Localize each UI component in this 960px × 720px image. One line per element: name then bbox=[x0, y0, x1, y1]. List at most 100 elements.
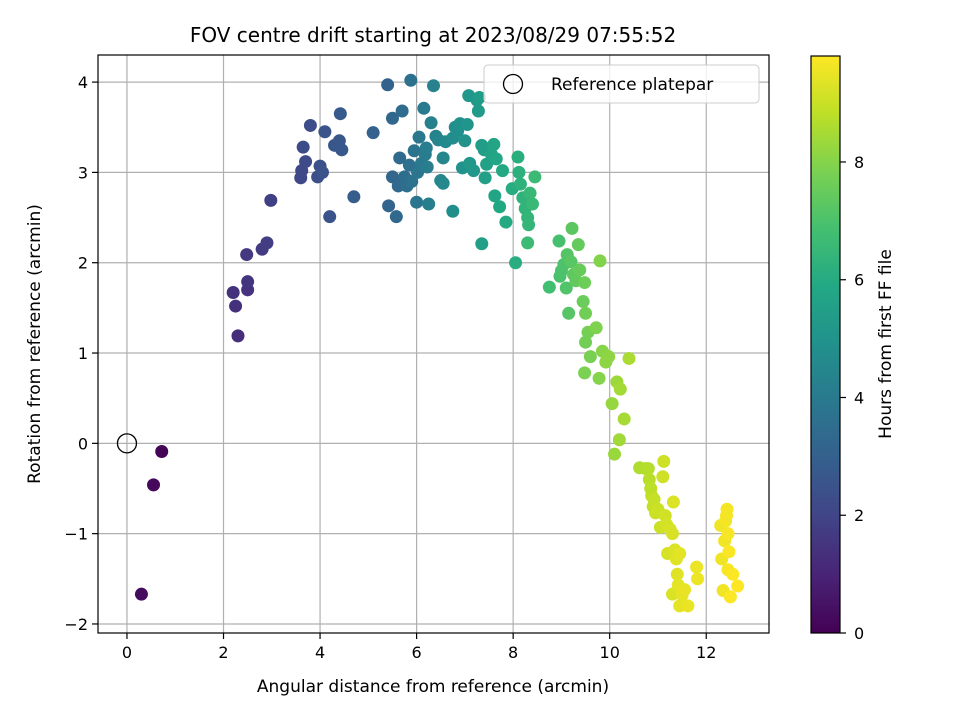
scatter-point bbox=[579, 335, 593, 349]
colorbar-tick-label: 8 bbox=[854, 153, 864, 172]
scatter-point bbox=[315, 165, 329, 179]
scatter-point bbox=[722, 545, 736, 559]
scatter-point bbox=[226, 286, 240, 300]
scatter-point bbox=[389, 210, 403, 224]
scatter-point bbox=[622, 351, 636, 365]
scatter-point bbox=[665, 527, 679, 541]
scatter-point bbox=[720, 502, 734, 516]
y-axis-label: Rotation from reference (arcmin) bbox=[25, 204, 45, 484]
x-axis-ticks: 0 2 4 6 8 10 12 bbox=[122, 633, 716, 662]
scatter-point bbox=[592, 371, 606, 385]
y-tick-label: 3 bbox=[78, 163, 88, 182]
scatter-point bbox=[410, 195, 424, 209]
scatter-point bbox=[559, 281, 573, 295]
scatter-point bbox=[395, 104, 409, 118]
scatter-point bbox=[731, 579, 745, 593]
legend: Reference platepar bbox=[483, 64, 760, 104]
scatter-point bbox=[509, 256, 523, 270]
x-tick-label: 10 bbox=[600, 643, 620, 662]
scatter-point bbox=[589, 321, 603, 335]
scatter-point bbox=[424, 116, 438, 130]
scatter-point bbox=[335, 143, 349, 157]
scatter-point bbox=[436, 151, 450, 165]
scatter-point bbox=[458, 134, 472, 148]
legend-entry-reference: Reference platepar bbox=[551, 75, 713, 95]
scatter-point bbox=[240, 248, 254, 262]
x-tick-label: 12 bbox=[696, 643, 716, 662]
scatter-point bbox=[412, 130, 426, 144]
colorbar-tick-label: 0 bbox=[854, 624, 864, 643]
scatter-point bbox=[521, 236, 535, 250]
scatter-point bbox=[417, 101, 431, 115]
scatter-point bbox=[613, 382, 627, 396]
y-tick-label: 0 bbox=[78, 434, 88, 453]
scatter-point bbox=[231, 329, 245, 343]
plot-frame bbox=[97, 54, 770, 634]
colorbar-label: Hours from first FF file bbox=[876, 249, 896, 439]
scatter-point bbox=[656, 470, 670, 484]
scatter-point bbox=[542, 280, 556, 294]
scatter-point bbox=[605, 397, 619, 411]
scatter-point bbox=[493, 200, 507, 214]
legend-box bbox=[483, 64, 760, 104]
scatter-point bbox=[511, 150, 525, 164]
scatter-point bbox=[522, 218, 536, 232]
scatter-point bbox=[382, 199, 396, 213]
scatter-point bbox=[381, 78, 395, 92]
y-tick-label: 1 bbox=[78, 344, 88, 363]
scatter-point bbox=[562, 306, 576, 320]
scatter-point bbox=[366, 126, 380, 140]
scatter-point bbox=[657, 454, 671, 468]
scatter-point bbox=[260, 236, 274, 250]
scatter-point bbox=[552, 234, 566, 248]
scatter-point bbox=[475, 237, 489, 251]
scatter-point bbox=[678, 583, 692, 597]
scatter-point bbox=[472, 90, 486, 104]
scatter-point bbox=[155, 444, 169, 458]
x-axis-label: Angular distance from reference (arcmin) bbox=[257, 677, 609, 697]
y-tick-label: −2 bbox=[64, 615, 88, 634]
colorbar-tick-label: 2 bbox=[854, 506, 864, 525]
scatter-point bbox=[593, 254, 607, 268]
scatter-point bbox=[347, 190, 361, 204]
scatter-point bbox=[564, 255, 578, 269]
scatter-point bbox=[480, 157, 494, 171]
colorbar: 0 2 4 6 8 Hours from first FF file bbox=[810, 55, 896, 643]
scatter-point bbox=[723, 590, 737, 604]
scatter-point bbox=[296, 140, 310, 154]
legend-reference-marker bbox=[502, 73, 524, 95]
scatter-point bbox=[583, 350, 597, 364]
scatter-point bbox=[523, 186, 537, 200]
chart-title: FOV centre drift starting at 2023/08/29 … bbox=[190, 23, 676, 47]
scatter-point bbox=[460, 118, 474, 132]
scatter-point bbox=[323, 210, 337, 224]
scatter-point bbox=[333, 107, 347, 121]
scatter-points bbox=[134, 73, 745, 613]
scatter-point bbox=[578, 276, 592, 290]
scatter-point bbox=[499, 215, 513, 229]
scatter-point bbox=[264, 193, 278, 207]
scatter-point bbox=[478, 171, 492, 185]
scatter-point bbox=[602, 350, 616, 364]
scatter-point bbox=[690, 560, 704, 574]
scatter-point bbox=[393, 151, 407, 165]
scatter-point bbox=[721, 527, 735, 541]
scatter-point bbox=[436, 176, 450, 190]
scatter-point bbox=[487, 137, 501, 151]
scatter-point bbox=[303, 118, 317, 132]
scatter-point bbox=[525, 197, 539, 211]
scatter-point bbox=[385, 111, 399, 125]
scatter-point bbox=[691, 572, 705, 586]
colorbar-tick-label: 4 bbox=[854, 388, 864, 407]
scatter-point bbox=[673, 547, 687, 561]
x-tick-label: 2 bbox=[218, 643, 228, 662]
colorbar-ticks: 0 2 4 6 8 bbox=[840, 153, 864, 643]
scatter-point bbox=[420, 160, 434, 174]
x-tick-label: 8 bbox=[508, 643, 518, 662]
scatter-point bbox=[512, 165, 526, 179]
scatter-point bbox=[641, 462, 655, 476]
scatter-point bbox=[670, 567, 684, 581]
scatter-point bbox=[576, 295, 590, 309]
scatter-point bbox=[617, 412, 631, 426]
